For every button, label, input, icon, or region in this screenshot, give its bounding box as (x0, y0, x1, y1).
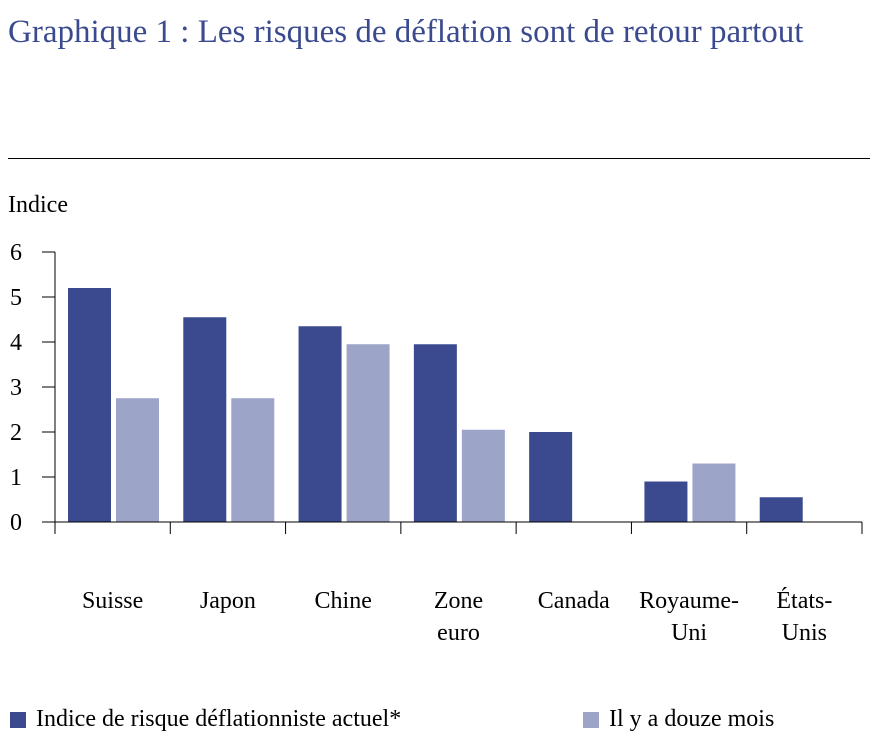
bar-previous (116, 398, 159, 522)
chart-title: Graphique 1 : Les risques de déflation s… (8, 14, 804, 50)
legend-swatch-previous (583, 711, 599, 728)
x-tick-label: Uni (671, 620, 707, 646)
bar-current (183, 317, 227, 522)
x-tick-label: euro (437, 620, 480, 646)
x-tick-label: Chine (315, 588, 372, 614)
bar-current (413, 344, 457, 522)
x-tick-label: Unis (782, 620, 827, 646)
y-tick-label: 0 (10, 510, 22, 536)
bar-previous (461, 429, 505, 522)
legend-swatch-current (10, 711, 26, 728)
y-tick-label: 4 (10, 330, 22, 356)
x-tick-label: Canada (538, 588, 610, 614)
y-axis-label: Indice (8, 192, 68, 218)
x-tick-label: États- (776, 588, 832, 614)
x-tick-label: Zone (434, 588, 483, 614)
title-rule (8, 158, 870, 159)
bar-current (644, 481, 688, 522)
legend-item-previous: Il y a douze mois (583, 706, 774, 733)
bar-chart: Indice 0 1 2 3 4 5 6 Suisse Japon Chine Zone euro Can… (8, 192, 863, 646)
x-tick-label: Royaume- (639, 588, 739, 614)
y-tick-label: 3 (10, 375, 22, 401)
x-tick-label: Suisse (82, 588, 143, 614)
bar-previous (231, 398, 275, 522)
y-tick-label: 2 (10, 420, 22, 446)
y-tick-label: 5 (10, 285, 22, 311)
legend-label-current: Indice de risque déflationniste actuel* (36, 706, 402, 732)
bar-current (298, 326, 342, 522)
y-tick-label: 6 (10, 240, 22, 266)
bar-current (759, 497, 803, 522)
x-tick-label: Japon (200, 588, 256, 614)
legend-label-previous: Il y a douze mois (609, 706, 775, 732)
bar-current (68, 288, 111, 522)
bar-previous (692, 463, 736, 522)
legend-item-current: Indice de risque déflationniste actuel* (10, 706, 401, 733)
bar-current (529, 432, 573, 522)
bar-previous (346, 344, 390, 522)
y-tick-label: 1 (10, 465, 22, 491)
